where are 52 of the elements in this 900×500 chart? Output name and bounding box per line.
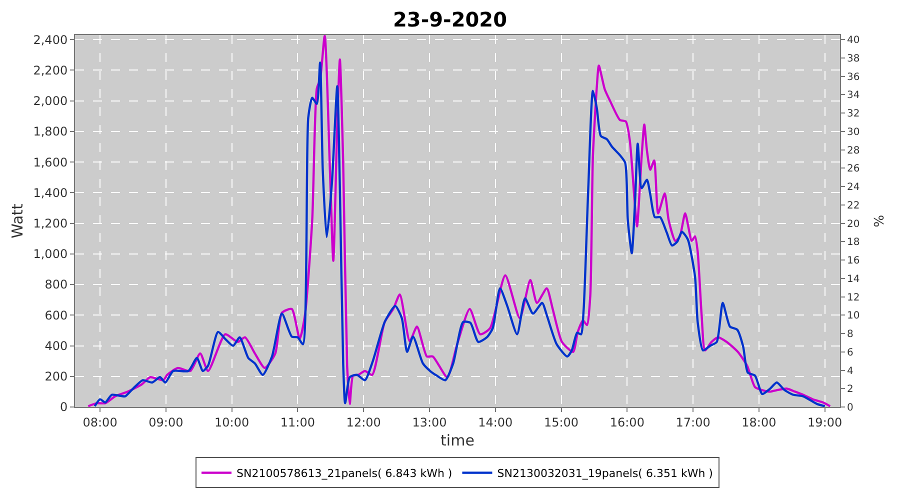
y-tick-label: 2,200 xyxy=(33,63,68,78)
y2-tick-label: 10 xyxy=(847,310,860,322)
chart-title: 23-9-2020 xyxy=(392,8,508,32)
legend-label: SN2130032031_19panels( 6.351 kWh ) xyxy=(497,467,713,480)
y-tick-label: 1,200 xyxy=(33,216,68,230)
y2-tick-label: 20 xyxy=(847,218,860,230)
x-tick-label: 13:00 xyxy=(412,415,447,430)
y2-tick-label: 14 xyxy=(847,274,860,285)
y2-tick-label: 26 xyxy=(847,164,860,175)
y2-tick-label: 4 xyxy=(847,366,854,377)
y2-tick-label: 30 xyxy=(847,126,860,138)
y-tick-label: 400 xyxy=(44,338,68,353)
y2-tick-label: 22 xyxy=(847,200,860,212)
legend-label: SN2100578613_21panels( 6.843 kWh ) xyxy=(236,467,452,480)
y2-tick-label: 12 xyxy=(847,292,860,304)
x-axis-title: time xyxy=(440,431,474,450)
y-tick-label: 2,000 xyxy=(33,94,68,108)
y-tick-label: 200 xyxy=(44,370,68,384)
x-tick-label: 16:00 xyxy=(610,415,644,430)
y2-tick-label: 38 xyxy=(847,53,860,64)
y2-tick-label: 18 xyxy=(847,237,860,248)
x-tick-label: 12:00 xyxy=(346,415,381,430)
y-tick-label: 1,000 xyxy=(33,247,68,262)
y2-tick-label: 16 xyxy=(847,256,860,267)
x-tick-label: 17:00 xyxy=(676,415,710,430)
x-tick-label: 09:00 xyxy=(148,415,184,430)
y2-tick-label: 8 xyxy=(847,329,854,340)
x-tick-label: 18:00 xyxy=(742,415,776,430)
x-tick-label: 10:00 xyxy=(214,415,250,430)
y-tick-label: 0 xyxy=(60,400,68,414)
y2-tick-label: 28 xyxy=(847,145,860,156)
y-tick-label: 1,800 xyxy=(33,124,68,139)
y-tick-label: 800 xyxy=(44,278,68,292)
x-tick-label: 08:00 xyxy=(82,415,118,430)
y2-tick-label: 2 xyxy=(847,384,854,396)
y-tick-label: 600 xyxy=(44,308,68,322)
y-tick-label: 1,600 xyxy=(33,155,68,170)
y-tick-label: 1,400 xyxy=(33,186,68,200)
y-tick-label: 2,400 xyxy=(33,32,68,47)
y2-tick-label: 40 xyxy=(847,35,860,46)
y2-tick-label: 36 xyxy=(847,72,860,83)
y2-axis-title: % xyxy=(872,214,888,228)
y-axis-title: Watt xyxy=(8,203,26,238)
y2-tick-label: 32 xyxy=(847,108,860,120)
x-tick-label: 14:00 xyxy=(478,415,513,430)
x-tick-label: 19:00 xyxy=(808,415,842,430)
y2-tick-label: 24 xyxy=(847,182,860,194)
y2-tick-label: 34 xyxy=(847,90,860,102)
x-tick-label: 11:00 xyxy=(280,415,316,430)
y2-tick-label: 6 xyxy=(847,347,854,358)
y2-tick-label: 0 xyxy=(847,402,854,414)
x-tick-label: 15:00 xyxy=(544,415,579,430)
